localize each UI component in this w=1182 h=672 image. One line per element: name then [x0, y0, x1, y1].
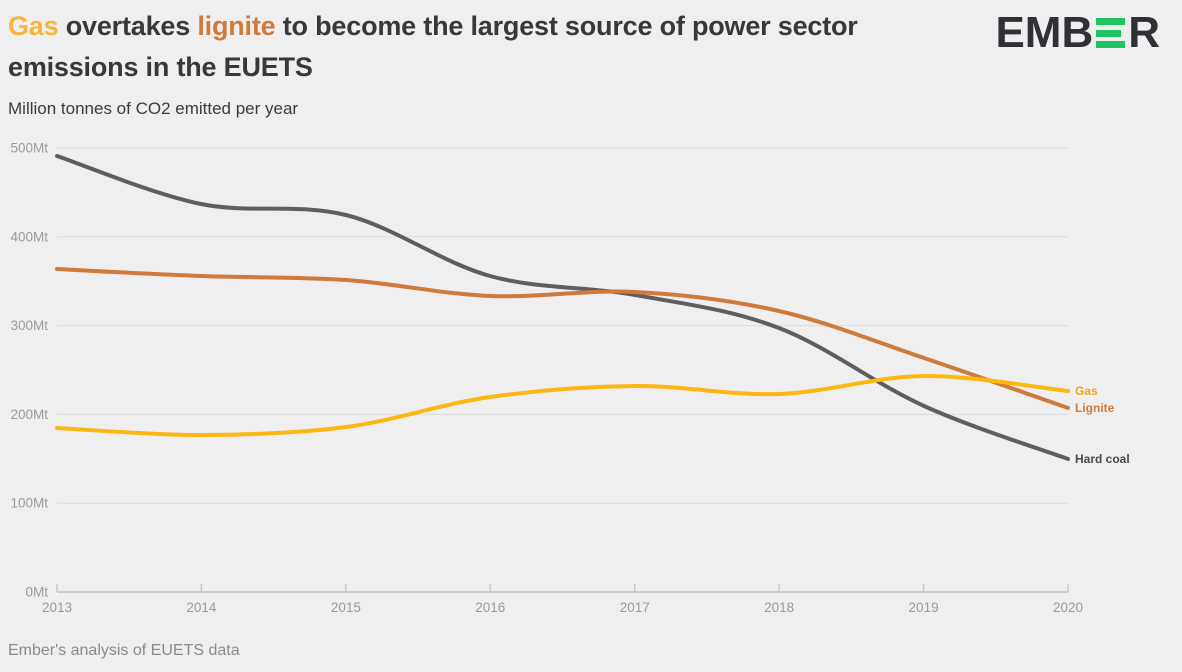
page-title: Gas overtakes lignite to become the larg… — [8, 6, 888, 88]
title-segment: lignite — [197, 11, 276, 41]
y-tick-label: 0Mt — [25, 585, 48, 600]
x-tick-label: 2018 — [764, 600, 794, 615]
series-label-hard-coal: Hard coal — [1075, 451, 1130, 466]
x-tick-label: 2017 — [620, 600, 650, 615]
y-tick-label: 400Mt — [10, 229, 48, 244]
x-tick-label: 2020 — [1053, 600, 1083, 615]
ember-logo: EMB R — [995, 8, 1160, 57]
logo-text-prefix: EMB — [995, 8, 1094, 57]
logo-text-suffix: R — [1128, 8, 1160, 57]
source-note: Ember's analysis of EUETS data — [8, 642, 240, 659]
y-tick-label: 200Mt — [10, 407, 48, 422]
logo-e-bars-icon — [1096, 18, 1126, 48]
y-tick-label: 100Mt — [10, 496, 48, 511]
x-tick-label: 2019 — [909, 600, 939, 615]
title-segment: overtakes — [58, 11, 198, 41]
x-tick-label: 2016 — [475, 600, 505, 615]
series-line-lignite — [55, 267, 1070, 410]
y-tick-label: 300Mt — [10, 318, 48, 333]
y-tick-label: 500Mt — [10, 141, 48, 156]
series-label-lignite: Lignite — [1075, 401, 1115, 416]
x-tick-label: 2013 — [42, 600, 72, 615]
logo-bar-middle — [1096, 29, 1122, 37]
chart-subtitle: Million tonnes of CO2 emitted per year — [8, 99, 299, 118]
logo-bar-bottom — [1096, 41, 1126, 48]
series-line-gas — [55, 373, 1070, 438]
x-tick-label: 2014 — [186, 600, 217, 615]
title-segment: Gas — [8, 11, 59, 41]
series-label-gas: Gas — [1075, 384, 1098, 399]
series-line-hard-coal — [55, 154, 1070, 461]
logo-bar-top — [1096, 18, 1126, 25]
title-segment: to become the largest source of power se… — [8, 11, 858, 82]
x-tick-label: 2015 — [331, 600, 361, 615]
